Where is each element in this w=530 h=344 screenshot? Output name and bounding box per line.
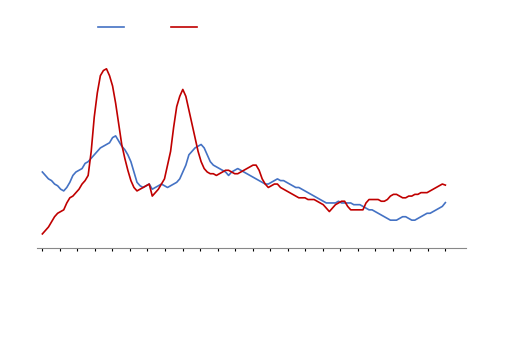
累计销售收入同比增长 xyxy=(320,199,326,203)
累计销售收入同比增长 xyxy=(442,201,448,205)
累计销售收入同比增长 xyxy=(39,170,46,174)
累计销售收入同比增长 xyxy=(424,211,430,215)
累计销售收入同比增长 xyxy=(433,208,439,212)
累计销售收入同比增长 xyxy=(387,218,394,222)
累计利润总颗同比增长 xyxy=(320,203,326,207)
Line: 累计销售收入同比增长: 累计销售收入同比增长 xyxy=(42,136,445,220)
累计利润总颗同比增长 xyxy=(421,191,427,195)
累计利润总颗同比增长 xyxy=(308,197,314,202)
Line: 累计利润总颗同比增长: 累计利润总颗同比增长 xyxy=(42,69,445,234)
累计利润总颗同比增长 xyxy=(442,183,448,187)
Legend: 累计销售收入同比增长, 累计利润总颗同比增长: 累计销售收入同比增长, 累计利润总颗同比增长 xyxy=(94,20,233,35)
累计利润总颗同比增长 xyxy=(296,196,302,200)
累计利润总颗同比增长 xyxy=(39,232,46,236)
累计销售收入同比增长 xyxy=(112,134,119,138)
累计利润总颗同比增长 xyxy=(103,67,110,71)
累计销售收入同比增长 xyxy=(308,192,314,196)
累计利润总颗同比增长 xyxy=(67,196,73,200)
累计利润总颗同比增长 xyxy=(430,187,436,191)
累计销售收入同比增长 xyxy=(296,185,302,190)
累计销售收入同比增长 xyxy=(67,180,73,184)
